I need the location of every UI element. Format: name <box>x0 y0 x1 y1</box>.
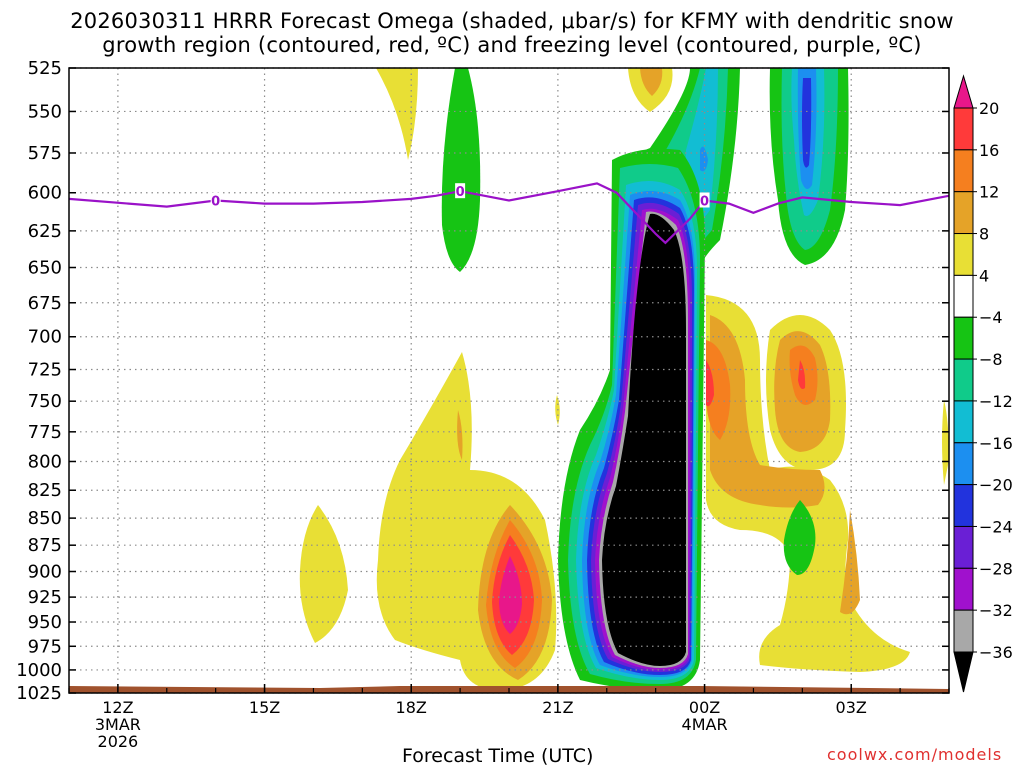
y-tick-label: 650 <box>28 258 62 279</box>
colorbar-label: −8 <box>979 350 1003 369</box>
freezing-level-label-bg <box>455 183 466 199</box>
colorbar-bin <box>953 400 974 444</box>
freezing-level-line <box>69 182 949 245</box>
y-tick-label: 950 <box>28 612 62 633</box>
colorbar-label: −16 <box>979 434 1013 453</box>
colorbar-label: 20 <box>979 99 999 118</box>
colorbar-min-triangle <box>953 651 974 693</box>
x-axis-title: Forecast Time (UTC) <box>402 745 594 767</box>
x-tick-label: 18Z <box>396 698 427 717</box>
y-tick-label: 550 <box>28 101 62 122</box>
colorbar-label: 12 <box>979 183 999 202</box>
freezing-level-labels: 0 0 0 <box>210 183 710 209</box>
y-tick-label: 575 <box>28 143 62 164</box>
y-tick-label: 900 <box>28 562 62 583</box>
x-tick-label: 03Z <box>836 698 867 717</box>
freezing-level-label: 0 <box>456 185 465 200</box>
x-tick-label: 15Z <box>249 698 280 717</box>
colorbar-label: −28 <box>979 559 1013 578</box>
chart-title-line-2: growth region (contoured, red, ºC) and f… <box>102 33 922 57</box>
colorbar-label: −24 <box>979 517 1013 536</box>
y-tick-label: 825 <box>28 480 62 501</box>
y-tick-label: 525 <box>28 58 62 79</box>
omega-region-upper-left-positive <box>376 68 418 160</box>
colorbar-label: −32 <box>979 601 1013 620</box>
x-tick-label: 00Z <box>689 698 720 717</box>
y-tick-label: 625 <box>28 221 62 242</box>
colorbar-bin <box>953 107 974 151</box>
freezing-level-label: 0 <box>700 194 709 209</box>
colorbar-label: 8 <box>979 225 989 244</box>
colorbar-bin <box>953 609 974 653</box>
colorbar-max-triangle <box>953 74 974 109</box>
freezing-level-label-bg <box>699 192 710 208</box>
y-tick-label: 675 <box>28 293 62 314</box>
freezing-level-label: 0 <box>211 194 220 209</box>
colorbar-label: −20 <box>979 476 1013 495</box>
colorbar-bin <box>953 233 974 276</box>
omega-region-core-black <box>602 213 686 667</box>
y-axis: 525 550 575 600 625 650 675 700 725 750 775 800 825 8… <box>16 58 949 704</box>
y-tick-label: 800 <box>28 451 62 472</box>
omega-shading <box>69 68 949 693</box>
y-tick-label: 750 <box>28 391 62 412</box>
colorbar: 20 16 12 8 4 −4 −8 −12 −16 −20 −24 −28 −32 −36 <box>953 74 1013 693</box>
colorbar-bin <box>953 358 974 402</box>
omega-region-16z-blob <box>299 505 348 643</box>
x-tick-date: 3MAR <box>95 715 141 734</box>
chart-title-line-1: 2026030311 HRRR Forecast Omega (shaded, … <box>70 9 954 33</box>
y-tick-label: 700 <box>28 327 62 348</box>
x-tick-year: 2026 <box>98 732 139 751</box>
y-tick-label: 975 <box>28 636 62 657</box>
colorbar-bin <box>953 484 974 527</box>
y-tick-label: 925 <box>28 587 62 608</box>
credit-text: coolwx.com/models <box>827 745 1003 764</box>
colorbar-label: 16 <box>979 141 999 160</box>
colorbar-label: −4 <box>979 308 1003 327</box>
colorbar-label: 4 <box>979 266 989 285</box>
y-tick-label: 1000 <box>16 660 62 681</box>
omega-region-right-green <box>783 500 816 575</box>
y-tick-label: 875 <box>28 535 62 556</box>
colorbar-bin <box>953 316 974 360</box>
colorbar-bin <box>953 442 974 486</box>
colorbar-bin <box>953 567 974 611</box>
x-tick-label: 21Z <box>542 698 573 717</box>
colorbar-bin <box>953 274 974 318</box>
colorbar-bin <box>953 149 974 193</box>
y-tick-label: 775 <box>28 422 62 443</box>
omega-region-19z-column <box>441 68 481 272</box>
y-tick-label: 600 <box>28 183 62 204</box>
y-tick-label: 1025 <box>16 683 62 704</box>
colorbar-label: −12 <box>979 392 1013 411</box>
y-tick-label: 850 <box>28 508 62 529</box>
y-tick-label: 725 <box>28 360 62 381</box>
x-tick-label: 12Z <box>102 698 133 717</box>
x-tick-date: 4MAR <box>682 715 728 734</box>
freezing-level-label-bg <box>210 192 221 208</box>
colorbar-bin <box>953 525 974 569</box>
colorbar-bin <box>953 191 974 235</box>
colorbar-label: −36 <box>979 643 1013 662</box>
